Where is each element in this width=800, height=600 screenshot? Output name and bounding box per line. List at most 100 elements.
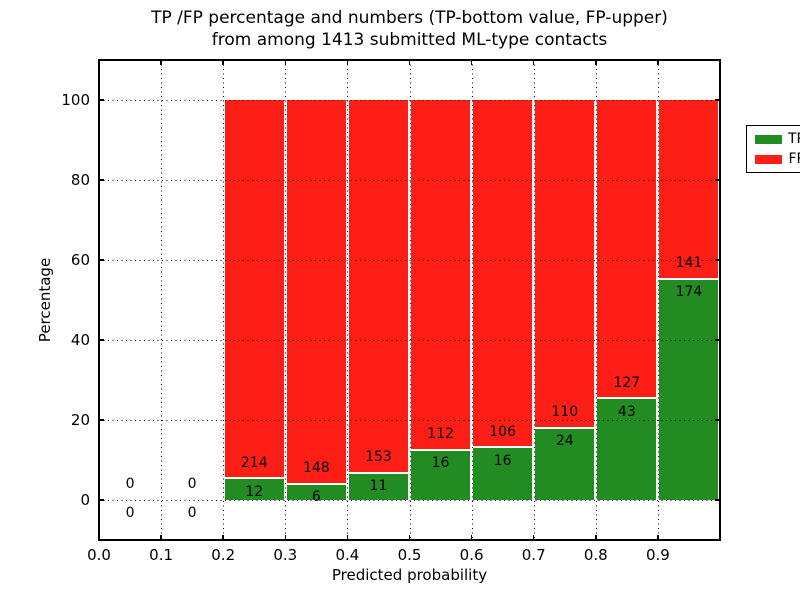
x-tick-label: 0.8: [583, 546, 608, 564]
bar-segment-tp: [286, 484, 346, 500]
x-tick-label: 0.2: [211, 546, 236, 564]
y-tick-label: 0: [80, 491, 90, 509]
y-tick-mark-right: [715, 419, 720, 421]
x-tick-label: 0.5: [397, 546, 422, 564]
y-tick-mark-right: [715, 179, 720, 181]
x-tick-mark-top: [657, 60, 659, 65]
y-tick-mark: [99, 339, 104, 341]
x-tick-mark-top: [160, 60, 162, 65]
fp-count-label: 153: [365, 449, 392, 466]
tp-count-label: 6: [311, 489, 321, 506]
x-tick-label: 0.0: [87, 546, 111, 564]
y-tick-mark: [99, 419, 104, 421]
x-axis-label: Predicted probability: [331, 566, 488, 584]
gridline-horizontal: [99, 420, 720, 421]
bar-segment-fp: [535, 100, 595, 427]
x-tick-mark-top: [408, 60, 411, 65]
gridline-horizontal: [99, 500, 720, 501]
x-tick-mark-top: [532, 60, 535, 65]
tp-count-label: 43: [617, 403, 636, 420]
bar-segment-tp: [659, 279, 719, 500]
legend-entry-tp: TP: [755, 130, 800, 147]
y-tick-label: 80: [70, 171, 90, 189]
x-tick-mark: [595, 535, 597, 540]
gridline-horizontal: [99, 180, 720, 181]
gridline-vertical: [409, 60, 411, 540]
chart-title-line-1: TP /FP percentage and numbers (TP-bottom…: [151, 8, 668, 28]
fp-count-label: 0: [125, 476, 135, 492]
y-tick-mark-right: [715, 259, 720, 261]
x-tick-mark-top: [470, 60, 473, 65]
y-axis-label: Percentage: [36, 257, 54, 343]
y-tick-label: 40: [70, 331, 90, 349]
bar-segment-fp: [473, 100, 533, 447]
tp-count-label: 16: [431, 455, 450, 471]
legend: TP FP: [746, 125, 800, 173]
y-tick-mark-right: [715, 499, 720, 501]
bar-segment-tp: [597, 399, 657, 500]
y-tick-mark: [99, 179, 104, 181]
gridline-vertical: [347, 60, 349, 540]
x-tick-label: 0.6: [459, 546, 484, 564]
gridline-vertical: [533, 60, 535, 540]
tp-count-label: 24: [555, 433, 574, 450]
gridline-vertical: [595, 60, 597, 540]
gridline-vertical: [223, 60, 225, 540]
bar-segment-tp: [348, 473, 408, 500]
fp-count-label: 141: [675, 255, 703, 272]
x-tick-mark: [284, 535, 287, 540]
chart-title: TP /FP percentage and numbers (TP-bottom…: [99, 7, 720, 51]
bar-segment-tp: [224, 479, 284, 500]
gridline-horizontal: [99, 260, 720, 261]
plot-area: 0 0 0 0 214 12 148 6 153 11 112 16 106 16 110 24 127 43 14…: [98, 59, 800, 541]
tp-count-label: 0: [187, 505, 197, 521]
x-tick-mark-top: [98, 60, 100, 65]
y-tick-mark-right: [715, 339, 720, 341]
fp-count-label: 214: [240, 454, 268, 471]
x-tick-mark-top: [595, 60, 597, 65]
fp-count-label: 148: [302, 460, 330, 477]
tp-count-label: 16: [493, 452, 512, 469]
bar-segment-fp: [224, 100, 284, 478]
y-tick-mark: [99, 499, 104, 501]
bar-segment-fp: [411, 100, 471, 449]
legend-swatch-tp: [755, 134, 782, 144]
x-tick-label: 0.9: [645, 546, 670, 564]
bar-segment-fp: [597, 100, 657, 398]
gridline-horizontal: [99, 340, 720, 341]
x-tick-label: 0.3: [273, 546, 298, 564]
x-tick-label: 0.7: [521, 546, 546, 564]
bar-segment-tp: [411, 450, 471, 500]
gridline-vertical: [161, 60, 163, 540]
y-tick-mark-right: [715, 99, 720, 101]
x-tick-mark: [408, 535, 411, 540]
fp-count-label: 106: [489, 423, 517, 440]
x-tick-mark: [346, 535, 349, 540]
x-tick-mark-top: [222, 60, 224, 65]
tp-count-label: 0: [125, 505, 135, 521]
y-tick-mark: [99, 259, 104, 261]
x-tick-label: 0.4: [335, 546, 360, 564]
legend-label-tp: TP: [788, 130, 800, 147]
x-tick-mark-top: [346, 60, 349, 65]
x-tick-mark: [470, 535, 473, 540]
x-tick-mark-top: [284, 60, 287, 65]
fp-count-label: 110: [551, 404, 579, 421]
y-tick-label: 20: [70, 411, 90, 429]
gridline-horizontal: [99, 100, 720, 101]
fp-count-label: 112: [427, 426, 454, 442]
legend-label-fp: FP: [788, 150, 800, 167]
bar-segment-tp: [535, 428, 595, 500]
x-tick-mark: [98, 535, 100, 540]
bar-segment-tp: [473, 448, 533, 500]
gridline-vertical: [285, 60, 287, 540]
x-tick-mark: [160, 535, 162, 540]
legend-entry-fp: FP: [755, 150, 800, 167]
x-tick-mark: [657, 535, 659, 540]
fp-count-label: 127: [613, 374, 641, 391]
x-tick-label: 0.1: [149, 546, 174, 564]
gridline-vertical: [657, 60, 659, 540]
gridline-vertical: [471, 60, 473, 540]
bar-segment-fp: [348, 100, 408, 472]
